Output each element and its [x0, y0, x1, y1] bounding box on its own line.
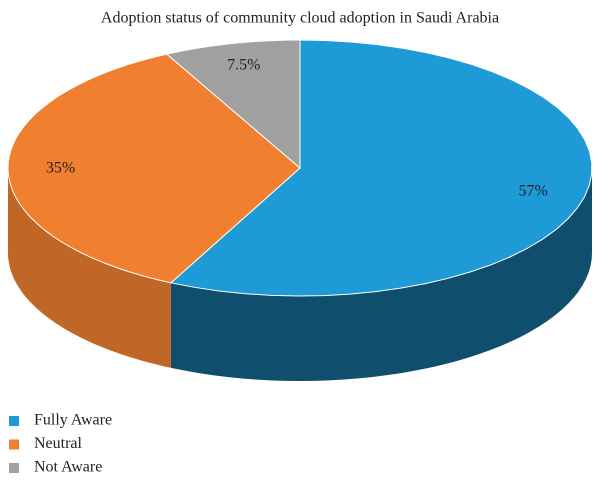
- data-label: 57%: [519, 182, 548, 199]
- legend-label: Neutral: [34, 435, 83, 452]
- slice-side: [170, 168, 592, 381]
- legend-label: Not Aware: [34, 459, 102, 476]
- chart-title: Adoption status of community cloud adopt…: [101, 10, 499, 27]
- data-label: 7.5%: [227, 57, 260, 74]
- legend-swatch: [9, 439, 19, 450]
- slice-side: [8, 168, 171, 368]
- legend-label: Fully Aware: [34, 412, 112, 429]
- slice: [169, 39, 593, 297]
- slice: [7, 53, 301, 284]
- slice: [165, 39, 301, 170]
- legend-swatch: [9, 416, 19, 426]
- data-label: 35%: [46, 160, 75, 177]
- legend-swatch: [9, 463, 19, 473]
